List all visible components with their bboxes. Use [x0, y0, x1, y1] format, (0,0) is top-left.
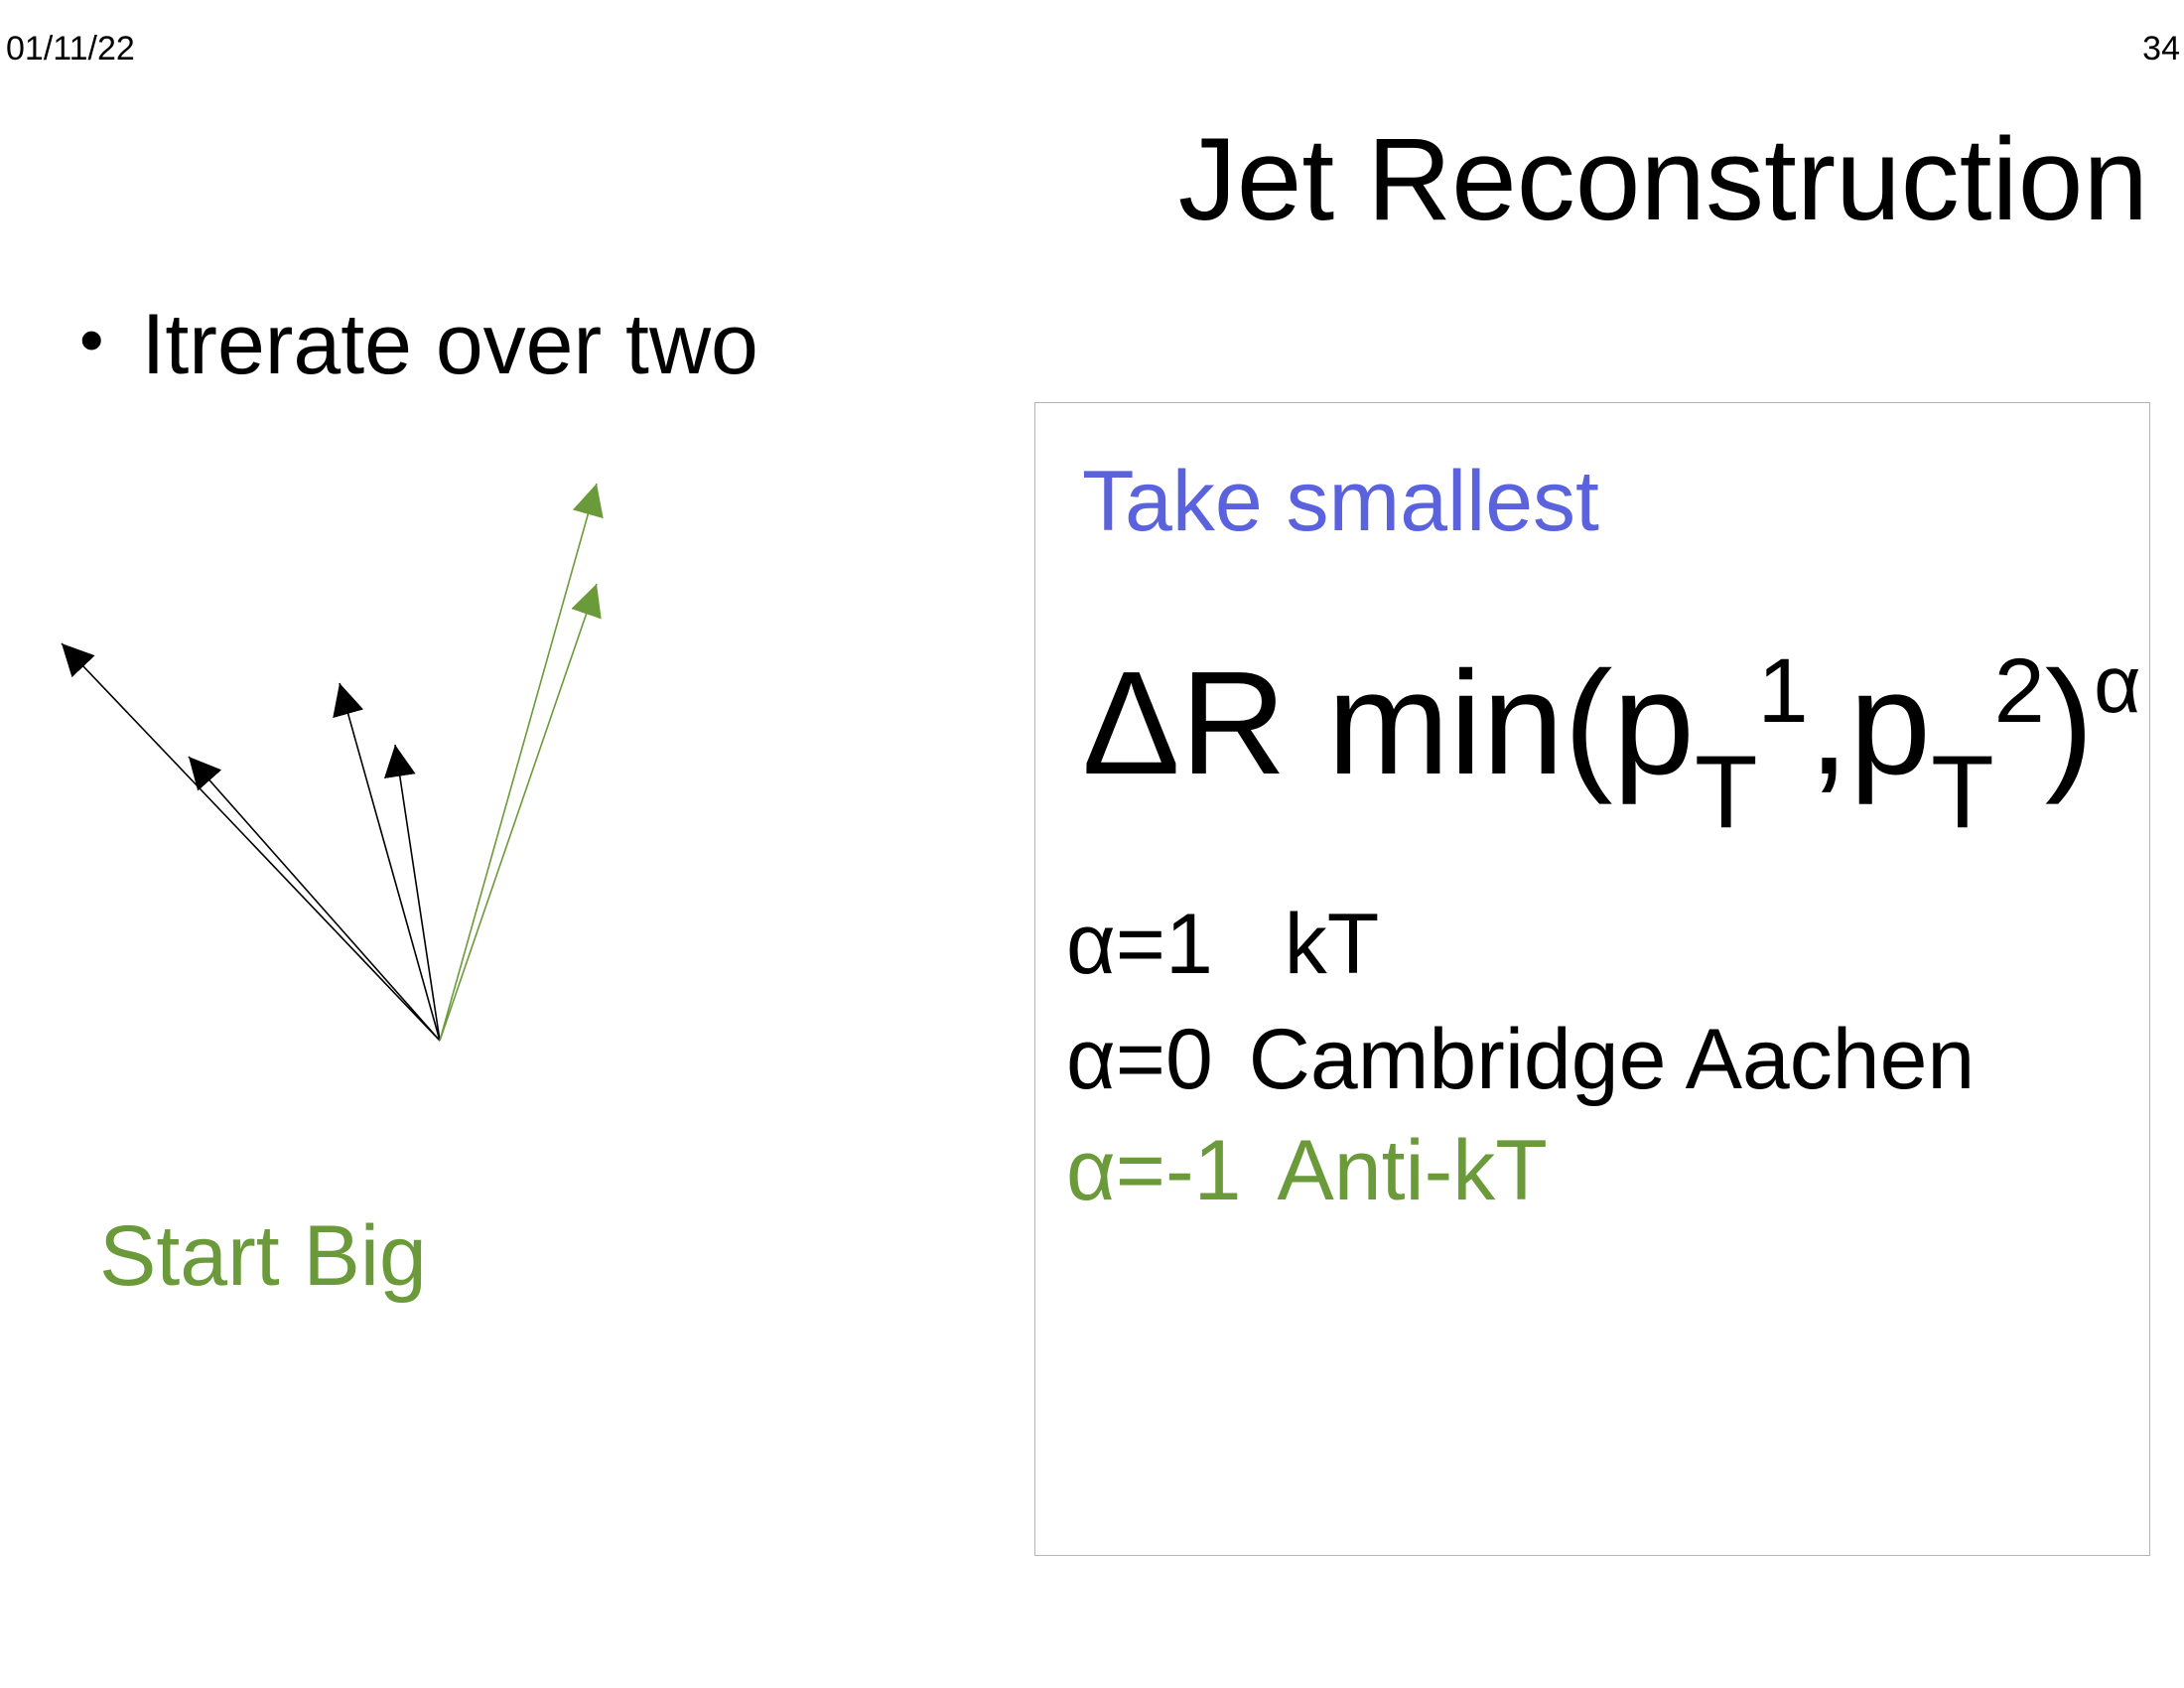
black-arrow-2: [188, 756, 441, 1042]
start-big-caption: Start Big: [99, 1208, 427, 1304]
formula-subscript-1: T: [1694, 735, 1758, 850]
formula-superscript-1: 1: [1757, 640, 1809, 742]
algorithm-name: Cambridge Aachen: [1248, 1012, 1976, 1107]
algorithm-cambridge-aachen: α=0 Cambridge Aachen: [1066, 1017, 1975, 1102]
black-arrow-4: [383, 744, 441, 1042]
black-arrow-1: [61, 642, 441, 1042]
formula-main: ΔR min(p: [1082, 641, 1695, 805]
alpha-param: α=1: [1066, 897, 1213, 992]
formula-superscript-2: 2: [1993, 640, 2045, 742]
formula-close-paren: ): [2044, 641, 2095, 805]
slide-title: Jet Reconstruction: [1177, 114, 2148, 245]
green-arrow-1: [439, 483, 604, 1042]
alpha-param: α=-1: [1066, 1123, 1242, 1218]
slide-date: 01/11/22: [6, 30, 135, 68]
bullet-item: • Itrerate over two: [79, 302, 758, 387]
algorithm-name: kT: [1284, 897, 1380, 992]
bullet-dot-icon: •: [79, 301, 104, 378]
distance-formula: ΔR min(pT1,pT2)α: [1082, 644, 2140, 845]
formula-exponent: α: [2094, 639, 2141, 730]
green-arrow-2: [439, 583, 602, 1042]
panel-heading: Take smallest: [1082, 454, 1599, 549]
slide-page-number: 34: [2142, 30, 2180, 68]
algorithm-panel: [1034, 402, 2150, 1556]
bullet-text: Itrerate over two: [141, 297, 758, 392]
algorithm-kt: α=1 kT: [1066, 902, 1379, 987]
algorithm-anti-kt: α=-1 Anti-kT: [1066, 1128, 1548, 1213]
alpha-param: α=0: [1066, 1012, 1213, 1107]
formula-comma: ,p: [1808, 641, 1932, 805]
formula-subscript-2: T: [1931, 735, 1994, 850]
black-arrow-3: [333, 682, 441, 1042]
algorithm-name: Anti-kT: [1277, 1123, 1548, 1218]
